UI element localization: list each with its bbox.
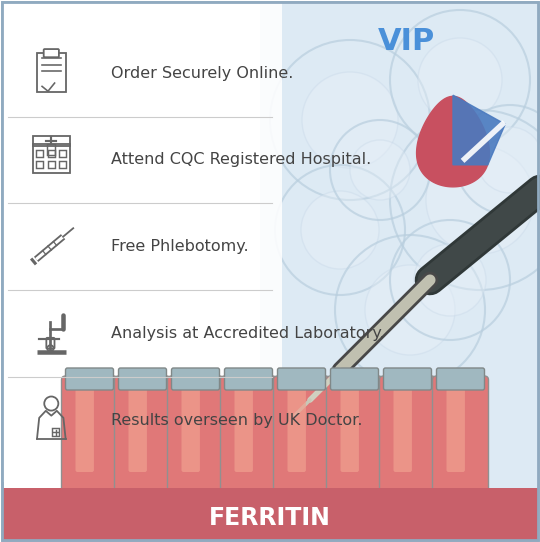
Circle shape bbox=[418, 38, 502, 122]
Circle shape bbox=[350, 140, 410, 200]
FancyBboxPatch shape bbox=[114, 376, 171, 524]
Text: Results overseen by UK Doctor.: Results overseen by UK Doctor. bbox=[111, 412, 362, 428]
FancyBboxPatch shape bbox=[44, 49, 59, 57]
FancyBboxPatch shape bbox=[76, 380, 94, 472]
FancyBboxPatch shape bbox=[394, 380, 412, 472]
FancyBboxPatch shape bbox=[278, 368, 326, 390]
FancyBboxPatch shape bbox=[220, 376, 276, 524]
Text: FERRITIN: FERRITIN bbox=[209, 506, 331, 530]
FancyBboxPatch shape bbox=[225, 368, 273, 390]
Polygon shape bbox=[416, 96, 489, 187]
Circle shape bbox=[426, 146, 534, 254]
FancyBboxPatch shape bbox=[129, 380, 147, 472]
FancyBboxPatch shape bbox=[234, 380, 253, 472]
FancyBboxPatch shape bbox=[436, 368, 484, 390]
FancyBboxPatch shape bbox=[2, 488, 538, 540]
FancyBboxPatch shape bbox=[287, 380, 306, 472]
FancyBboxPatch shape bbox=[260, 2, 538, 540]
Text: Free Phlebotomy.: Free Phlebotomy. bbox=[111, 239, 248, 254]
FancyBboxPatch shape bbox=[118, 368, 166, 390]
FancyBboxPatch shape bbox=[383, 368, 431, 390]
FancyBboxPatch shape bbox=[181, 380, 200, 472]
FancyBboxPatch shape bbox=[433, 376, 489, 524]
Circle shape bbox=[301, 191, 379, 269]
Text: Order Securely Online.: Order Securely Online. bbox=[111, 66, 293, 81]
FancyBboxPatch shape bbox=[172, 368, 219, 390]
FancyBboxPatch shape bbox=[380, 376, 435, 524]
FancyBboxPatch shape bbox=[167, 376, 224, 524]
Circle shape bbox=[414, 244, 486, 316]
Text: Analysis at Accredited Laboratory.: Analysis at Accredited Laboratory. bbox=[111, 326, 384, 341]
Polygon shape bbox=[453, 95, 505, 165]
Circle shape bbox=[477, 127, 540, 193]
FancyBboxPatch shape bbox=[330, 368, 379, 390]
FancyBboxPatch shape bbox=[273, 376, 329, 524]
FancyBboxPatch shape bbox=[2, 520, 538, 542]
FancyBboxPatch shape bbox=[341, 380, 359, 472]
FancyBboxPatch shape bbox=[2, 2, 282, 482]
Circle shape bbox=[302, 72, 398, 168]
FancyBboxPatch shape bbox=[327, 376, 382, 524]
Text: VIP: VIP bbox=[377, 28, 435, 56]
Text: Attend CQC Registered Hospital.: Attend CQC Registered Hospital. bbox=[111, 152, 371, 167]
FancyBboxPatch shape bbox=[447, 380, 465, 472]
FancyBboxPatch shape bbox=[62, 376, 118, 524]
FancyBboxPatch shape bbox=[65, 368, 113, 390]
Circle shape bbox=[365, 265, 455, 355]
